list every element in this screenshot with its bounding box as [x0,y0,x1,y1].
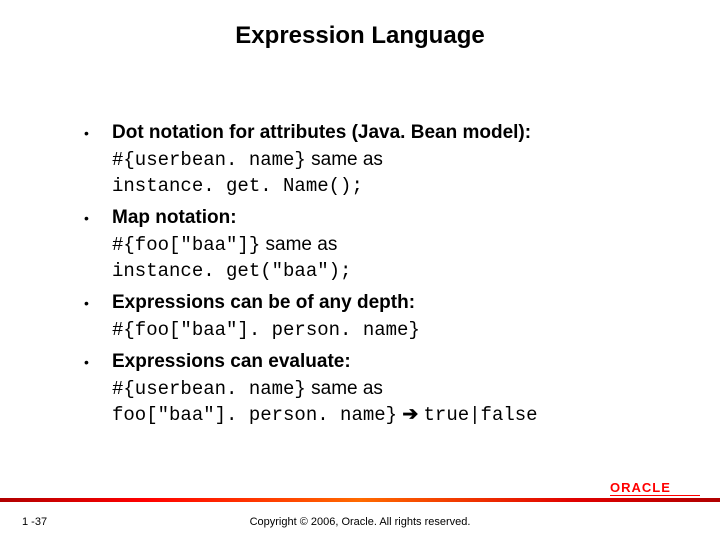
code-fragment: #{userbean. name} [112,378,306,400]
code-fragment: instance. get. Name(); [112,175,363,197]
code-fragment: true|false [424,404,538,426]
bullet-marker-icon: • [80,205,112,231]
text-fragment: same as [306,378,383,399]
bullet-sub: #{foo["baa"]. person. name} [112,317,680,343]
text-fragment: same as [306,149,383,170]
logo-text: ORACLE [610,480,671,495]
bullet-content: Map notation: #{foo["baa"]} same as inst… [112,205,680,284]
code-fragment: instance. get("baa"); [112,260,351,282]
bullet-marker-icon: • [80,349,112,375]
code-fragment: #{userbean. name} [112,149,306,171]
bullet-lead: Map notation: [112,205,680,231]
logo-underline [610,495,700,496]
oracle-logo: ORACLE [610,480,700,494]
code-fragment: foo["baa"]. person. name} [112,404,397,426]
slide-title: Expression Language [0,0,720,50]
arrow-icon: ➔ [397,404,423,425]
bullet-content: Expressions can be of any depth: #{foo["… [112,290,680,343]
text-fragment: same as [260,234,337,255]
bullet-marker-icon: • [80,290,112,316]
bullet-content: Dot notation for attributes (Java. Bean … [112,120,680,199]
bullet-sub: #{userbean. name} same as foo["baa"]. pe… [112,376,680,428]
bullet-lead: Expressions can evaluate: [112,349,680,375]
code-fragment: #{foo["baa"]. person. name} [112,319,420,341]
bullet-lead: Expressions can be of any depth: [112,290,680,316]
code-fragment: #{foo["baa"]} [112,234,260,256]
copyright-text: Copyright © 2006, Oracle. All rights res… [0,516,720,528]
bullet-item: • Map notation: #{foo["baa"]} same as in… [80,205,680,284]
slide-body: • Dot notation for attributes (Java. Bea… [80,120,680,434]
bullet-item: • Dot notation for attributes (Java. Bea… [80,120,680,199]
footer-divider-bar [0,498,720,502]
bullet-item: • Expressions can be of any depth: #{foo… [80,290,680,343]
bullet-lead: Dot notation for attributes (Java. Bean … [112,120,680,146]
bullet-sub: #{foo["baa"]} same as instance. get("baa… [112,232,680,284]
bullet-content: Expressions can evaluate: #{userbean. na… [112,349,680,428]
bullet-item: • Expressions can evaluate: #{userbean. … [80,349,680,428]
bullet-marker-icon: • [80,120,112,146]
bullet-sub: #{userbean. name} same as instance. get.… [112,147,680,199]
slide: Expression Language • Dot notation for a… [0,0,720,540]
